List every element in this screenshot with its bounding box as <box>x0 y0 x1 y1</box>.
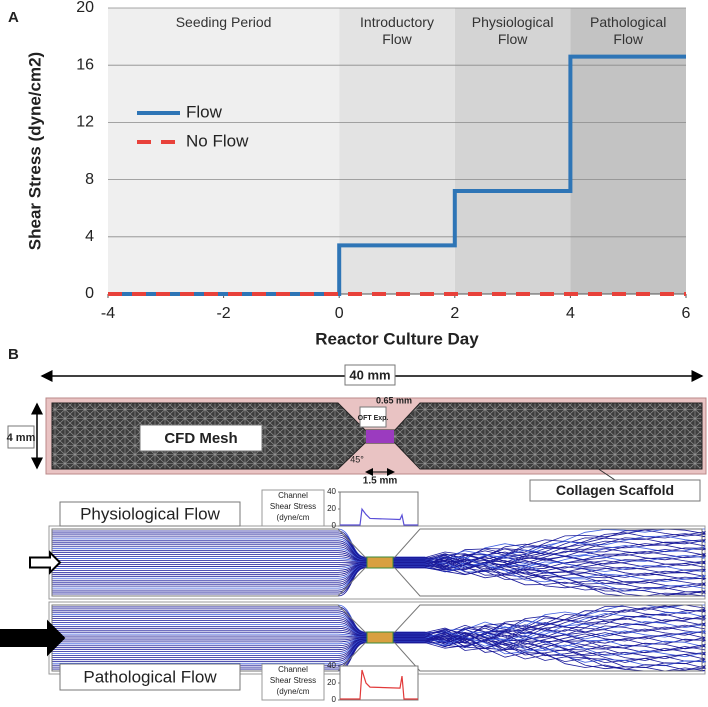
angle-label: 45° <box>350 454 364 464</box>
inset-plot <box>339 665 419 701</box>
panel-b: B 40 mm 4 mm CFD Mesh 0.65 mm OFT Exp. 45° 1.5 … <box>0 346 707 704</box>
x-tick-label: -2 <box>216 305 230 322</box>
inset-tick-label: 20 <box>327 678 336 687</box>
y-axis-title: Shear Stress (dyne/cm2) <box>25 52 44 250</box>
region <box>570 8 686 294</box>
neck-color <box>366 556 394 569</box>
legend-label: Flow <box>186 102 223 121</box>
flow-label-box <box>59 663 241 691</box>
panel-label: B <box>8 346 19 363</box>
scaffold-label-box <box>529 479 701 502</box>
inset-tick-label: 0 <box>332 695 337 704</box>
flow-label-box <box>59 501 241 527</box>
y-tick-label: 20 <box>76 0 94 16</box>
inset-tick-label: 0 <box>332 521 337 530</box>
inset-curve <box>340 669 418 700</box>
region <box>454 8 571 294</box>
region-label: Seeding Period <box>175 14 272 30</box>
neck-width-label: 0.65 mm <box>376 395 412 405</box>
x-tick-label: 6 <box>682 305 691 322</box>
x-tick-label: 2 <box>450 305 459 322</box>
region <box>108 8 340 294</box>
oft-marker <box>366 430 394 443</box>
flow-arrow <box>0 619 66 657</box>
flow-arrow <box>29 550 62 575</box>
mesh-label: CFD Mesh <box>164 430 237 447</box>
oft-label-box <box>359 406 387 428</box>
chart-a: A 0 4 8 12 16 20 -4 -2 0 2 4 6 Shear Stress (dyne/cm2… <box>8 0 691 348</box>
region <box>339 8 455 294</box>
y-tick-label: 16 <box>76 56 94 73</box>
inset-tick-label: 40 <box>327 487 336 496</box>
inset-label-box <box>261 663 325 701</box>
scaffold-label: Collagen Scaffold <box>556 482 674 498</box>
length-label-box <box>344 364 396 386</box>
neck-length-label: 1.5 mm <box>363 476 398 487</box>
inset-label: Channel <box>278 491 308 500</box>
neck-color <box>366 631 394 644</box>
inset-label: Shear Stress <box>270 676 316 685</box>
flow-label: Pathological Flow <box>83 667 217 686</box>
inset-curve <box>340 507 418 526</box>
mesh-label-box <box>139 424 263 452</box>
height-label: 4 mm <box>7 432 36 444</box>
region-label: Physiological Flow <box>471 14 554 47</box>
x-axis-title: Reactor Culture Day <box>315 329 479 348</box>
y-tick-label: 8 <box>85 171 94 188</box>
inset-label: Shear Stress <box>270 502 316 511</box>
flow-label: Physiological Flow <box>80 504 221 523</box>
inset-label-box <box>261 489 325 527</box>
x-tick-label: 4 <box>566 305 575 322</box>
channel-outline <box>51 604 703 672</box>
y-tick-label: 12 <box>76 114 94 131</box>
inset-label: (dyne/cm <box>277 687 310 696</box>
oft-label: OFT Exp. <box>358 415 389 422</box>
inset-tick-label: 20 <box>327 504 336 513</box>
length-label: 40 mm <box>349 367 390 382</box>
panel-label: A <box>8 9 19 26</box>
x-tick-label: 0 <box>335 305 344 322</box>
channel-outline <box>51 528 703 597</box>
inset-plot <box>339 491 419 527</box>
series-line <box>108 54 686 296</box>
inset-tick-label: 40 <box>327 661 336 670</box>
y-tick-label: 0 <box>85 285 94 302</box>
inset-label: Channel <box>278 665 308 674</box>
x-tick-label: -4 <box>101 305 115 322</box>
height-label-box <box>7 425 35 449</box>
y-tick-label: 4 <box>85 228 94 245</box>
inset-label: (dyne/cm <box>277 513 310 522</box>
region-label: Introductory Flow <box>360 14 434 47</box>
legend-label: No Flow <box>186 131 249 150</box>
region-label: Pathological Flow <box>590 14 667 47</box>
